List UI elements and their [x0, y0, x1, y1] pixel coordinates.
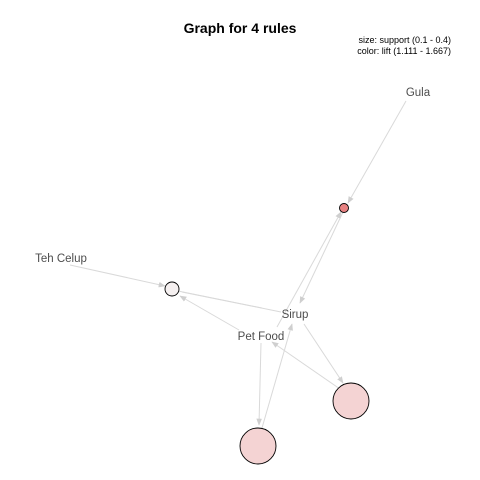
edge-rule1-to-sirup [299, 211, 344, 304]
edge-petfood-to-rule4 [256, 342, 262, 426]
rule-node-petfood-sirup[interactable] [239, 427, 277, 465]
edge-petfood-to-rule1-area [276, 211, 342, 328]
edge-sirup-to-rule3 [303, 323, 344, 384]
rule-node-tehcelup-sirup-petfood[interactable] [164, 281, 180, 297]
edge-rule3-to-petfood [271, 341, 341, 390]
edge-tehcelup-to-rule2 [69, 264, 166, 288]
legend-color-text: color: lift (1.111 - 1.667) [357, 46, 451, 56]
item-label-sirup[interactable]: Sirup [282, 309, 309, 321]
rule-nodes-layer [164, 203, 370, 465]
edge-rule4-to-sirup [261, 323, 293, 429]
item-label-teh-celup[interactable]: Teh Celup [35, 253, 87, 265]
item-label-pet-food[interactable]: Pet Food [238, 331, 285, 343]
edge-petfood-to-rule2 [179, 295, 240, 331]
rule-node-sirup-petfood[interactable] [332, 382, 370, 420]
item-labels-layer: Gula Teh Celup Sirup Pet Food [35, 87, 431, 343]
edges-layer [69, 100, 407, 429]
legend-size-text: size: support (0.1 - 0.4) [358, 35, 451, 45]
edge-gula-to-rule1 [347, 100, 407, 204]
rule-node-gula-sirup[interactable] [339, 203, 349, 213]
item-label-gula[interactable]: Gula [406, 87, 431, 99]
graph-title: Graph for 4 rules [184, 20, 297, 36]
edge-rule2-line [172, 289, 263, 309]
